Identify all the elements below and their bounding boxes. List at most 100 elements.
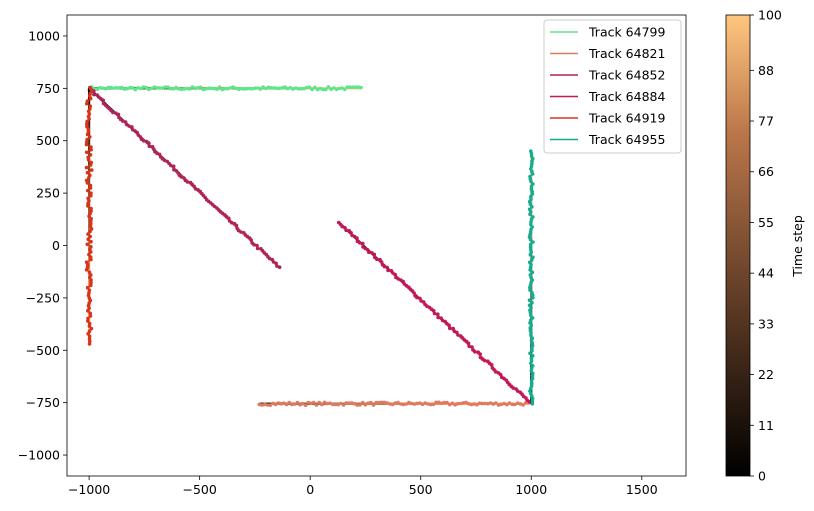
measurement-point [190, 85, 195, 89]
measurement-point [275, 264, 279, 268]
measurement-point [314, 403, 319, 407]
colorbar-tick-label: 100 [758, 8, 782, 23]
measurement-point [268, 403, 273, 408]
measurement-point [85, 170, 90, 175]
measurement-point [86, 204, 90, 208]
measurement-point [371, 403, 376, 407]
measurement-point [531, 215, 535, 219]
measurement-point [299, 87, 304, 91]
measurement-point [89, 326, 94, 331]
measurement-point [528, 242, 533, 247]
measurement-point [215, 87, 219, 91]
measurement-point [385, 401, 389, 405]
measurement-point [121, 119, 125, 123]
measurement-point [447, 326, 452, 331]
legend-label: Track 64955 [588, 132, 665, 147]
measurement-point [239, 86, 244, 91]
measurement-point [307, 85, 312, 89]
measurement-point [325, 401, 330, 406]
measurement-point [141, 85, 146, 89]
measurement-point [85, 132, 90, 137]
measurement-point [531, 182, 535, 186]
measurement-point [255, 243, 259, 248]
colorbar-tick-label: 0 [758, 469, 766, 484]
measurement-point [531, 240, 535, 244]
measurement-point [432, 311, 437, 316]
x-tick-label: 500 [409, 482, 433, 497]
measurement-point [528, 318, 533, 323]
colorbar-tick-label: 55 [758, 215, 774, 230]
measurement-point [301, 401, 305, 406]
legend-label: Track 64852 [588, 68, 665, 83]
measurement-point [182, 87, 187, 91]
measurement-point [412, 291, 416, 295]
measurement-point [436, 312, 440, 317]
measurement-point [179, 87, 184, 92]
measurement-point [340, 224, 345, 229]
measurement-point [342, 87, 347, 92]
measurement-point [467, 344, 471, 349]
measurement-point [187, 87, 192, 91]
measurement-point [428, 402, 433, 407]
measurement-point [89, 145, 93, 149]
colorbar-tick-label: 44 [758, 266, 774, 281]
measurement-point [88, 311, 92, 316]
measurement-point [89, 280, 93, 285]
measurement-point [304, 85, 309, 90]
measurement-point [163, 85, 167, 89]
measurement-point [106, 85, 110, 90]
measurement-point [502, 401, 506, 406]
measurement-point [86, 237, 90, 241]
measurement-point [309, 401, 313, 406]
measurement-point [379, 260, 384, 264]
measurement-point [291, 87, 295, 91]
colorbar-tick-label: 22 [758, 367, 774, 382]
measurement-point [530, 205, 534, 209]
measurement-point [234, 86, 238, 91]
measurement-point [529, 149, 533, 153]
measurement-point [245, 86, 249, 91]
measurement-point [196, 85, 200, 90]
measurement-point [87, 324, 92, 328]
measurement-point [253, 86, 257, 90]
measurement-point [252, 242, 256, 247]
measurement-point [155, 86, 159, 90]
measurement-point [85, 285, 90, 290]
measurement-point [450, 401, 455, 406]
measurement-point [263, 402, 267, 407]
measurement-point [88, 163, 93, 167]
measurement-point [528, 245, 533, 249]
measurement-point [345, 85, 350, 89]
measurement-point [273, 402, 278, 407]
measurement-point [313, 85, 317, 90]
measurement-point [521, 403, 525, 407]
measurement-point [298, 403, 302, 407]
measurement-point [207, 86, 211, 90]
y-tick-label: 0 [52, 238, 60, 253]
colorbar-gradient [725, 14, 751, 477]
measurement-point [255, 86, 260, 90]
measurement-point [513, 402, 517, 407]
measurement-point [84, 140, 89, 144]
measurement-point [469, 402, 474, 407]
measurement-point [328, 401, 332, 406]
measurement-point [87, 214, 91, 218]
measurement-point [88, 314, 93, 318]
measurement-point [85, 101, 89, 106]
measurement-point [257, 402, 262, 407]
measurement-point [279, 401, 283, 406]
measurement-point [147, 144, 152, 149]
measurement-point [477, 401, 482, 406]
measurement-point [409, 401, 414, 406]
measurement-point [255, 246, 260, 251]
colorbar-tick-label: 77 [758, 114, 774, 129]
colorbar-label: Time step [790, 215, 805, 278]
y-tick-label: 1000 [28, 28, 60, 43]
measurement-point [360, 400, 365, 405]
measurement-point [302, 86, 306, 91]
measurement-point [122, 87, 127, 91]
measurement-point [242, 87, 246, 91]
measurement-point [86, 309, 90, 313]
measurement-point [88, 153, 93, 157]
measurement-point [130, 125, 134, 129]
